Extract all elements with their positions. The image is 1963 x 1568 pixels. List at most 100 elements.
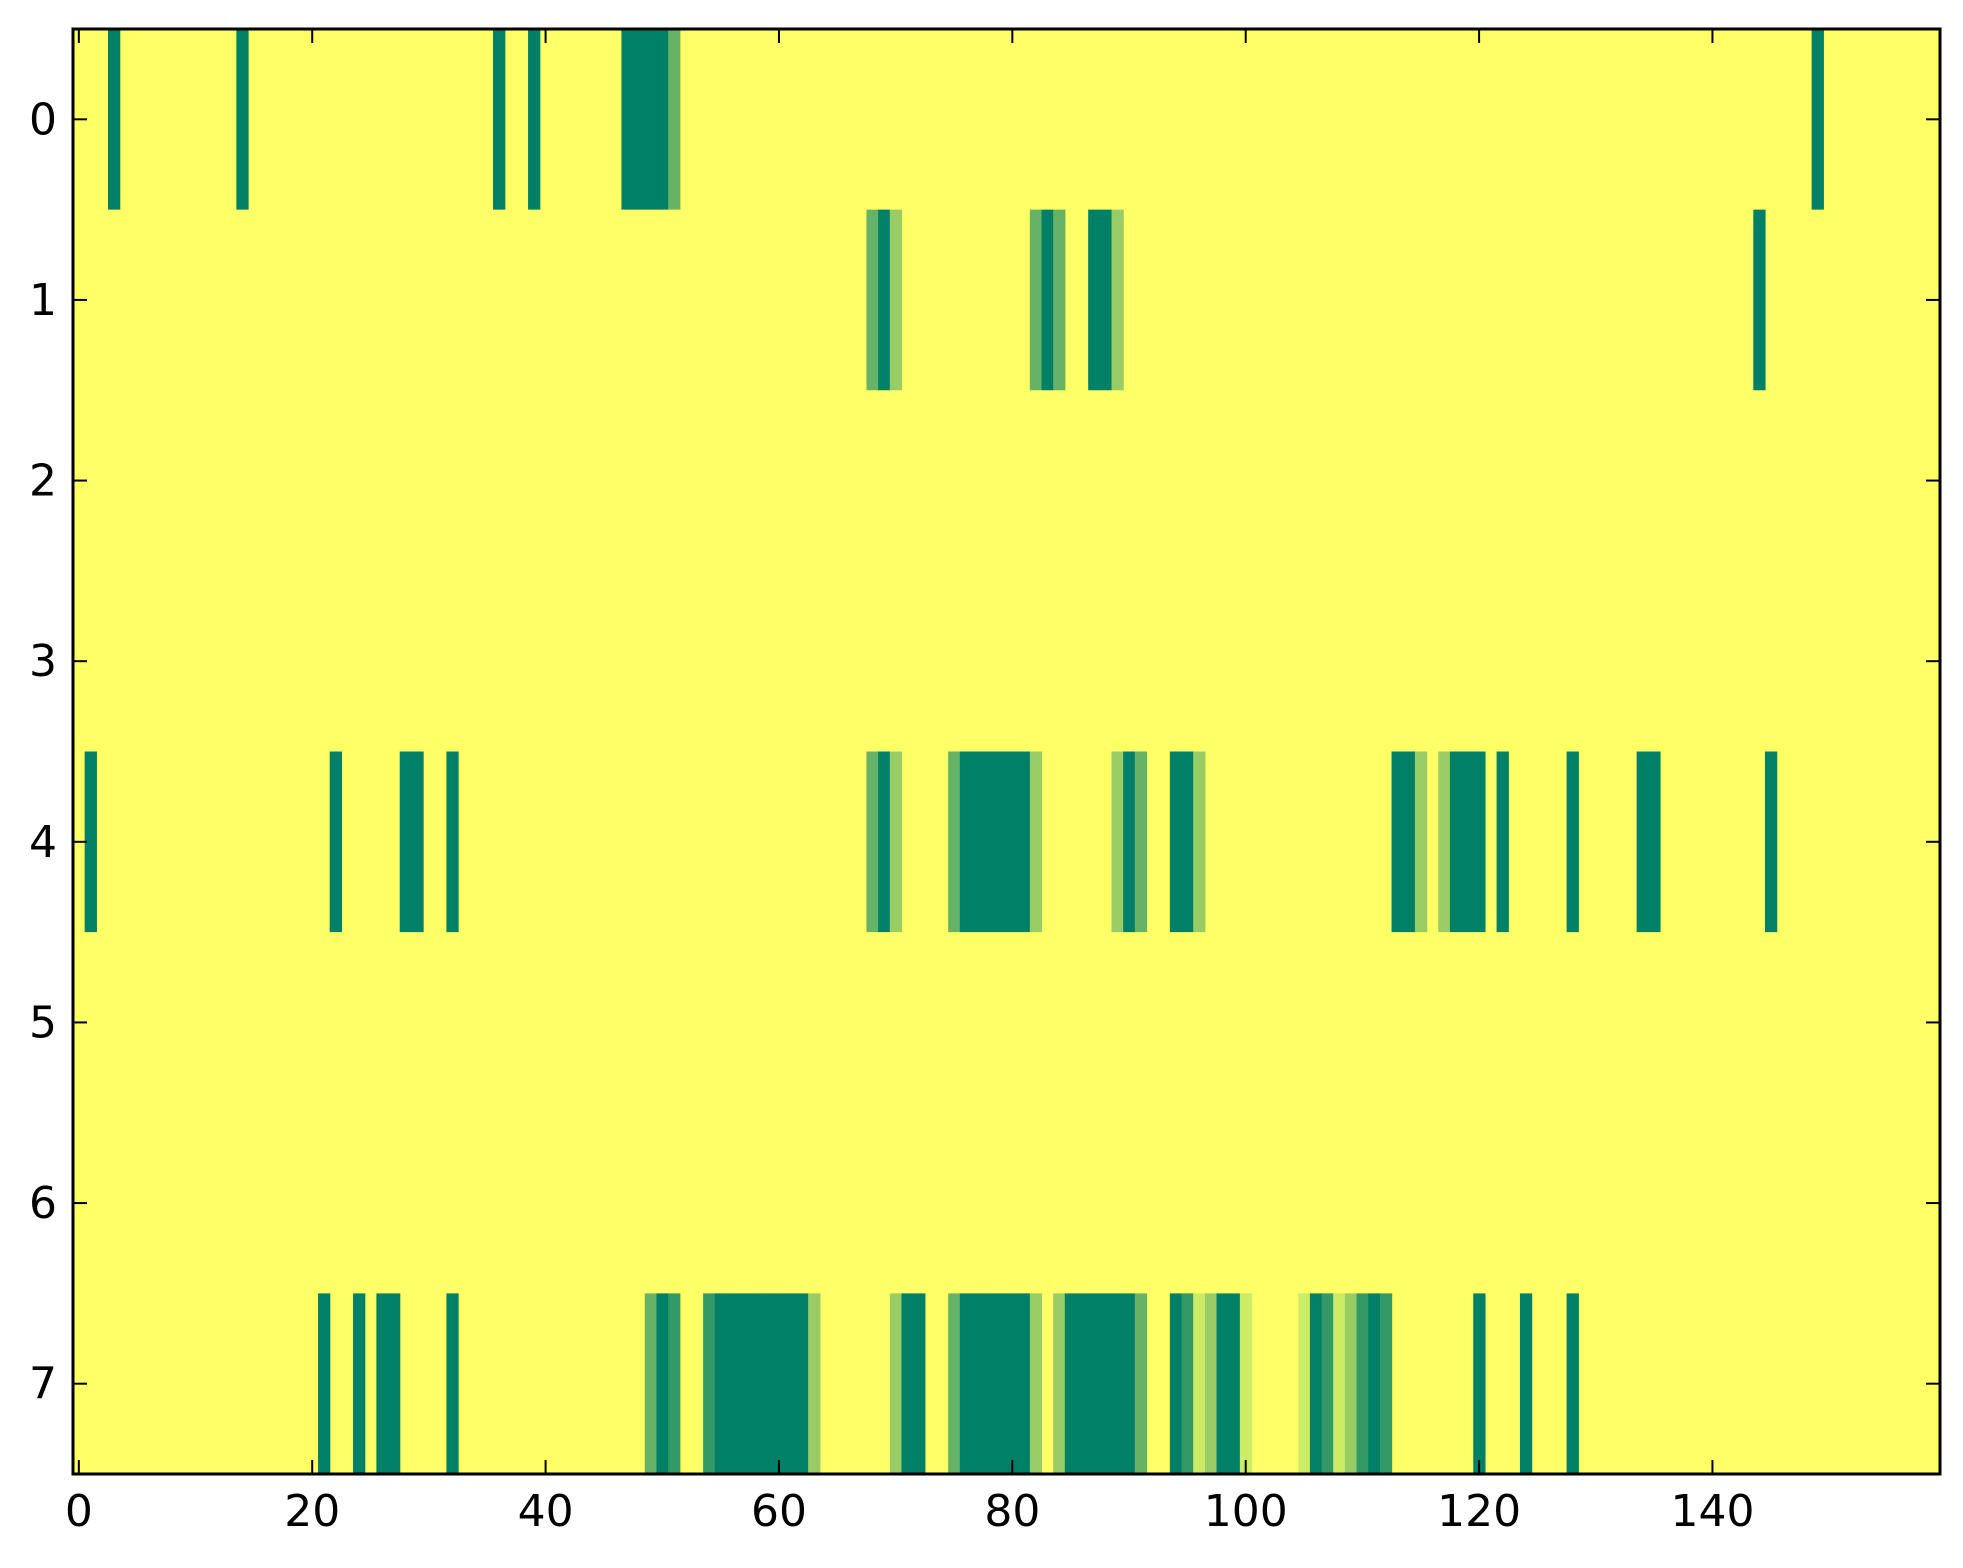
heatmap-cell — [1753, 209, 1766, 391]
heatmap-cells — [84, 29, 1824, 1474]
heatmap-cell — [1204, 1293, 1218, 1474]
heatmap-cell — [889, 751, 903, 933]
heatmap-cell — [84, 751, 97, 933]
heatmap-cell — [1356, 1293, 1369, 1474]
heatmap-cell — [1029, 751, 1043, 933]
x-tick-label: 40 — [518, 1486, 574, 1537]
heatmap-cell — [1193, 1293, 1206, 1474]
heatmap-cell — [983, 751, 996, 933]
heatmap-cell — [1391, 751, 1404, 933]
heatmap-cell — [1473, 1293, 1486, 1474]
heatmap-cell — [1006, 751, 1019, 933]
y-tick-label: 3 — [29, 636, 57, 687]
x-tick-label: 0 — [65, 1486, 93, 1537]
heatmap-cell — [994, 1293, 1008, 1474]
heatmap-cell — [1193, 751, 1206, 933]
heatmap-cell — [878, 209, 891, 391]
heatmap-cell — [1379, 751, 1393, 933]
heatmap-cell — [703, 1293, 716, 1474]
heatmap-cell — [446, 1293, 459, 1474]
heatmap-cell — [1029, 1293, 1043, 1474]
heatmap-cell — [749, 1293, 763, 1474]
heatmap-cell — [1368, 1293, 1381, 1474]
heatmap-cell — [1461, 751, 1474, 933]
heatmap-cell — [1566, 1293, 1579, 1474]
heatmap-cell — [1088, 209, 1101, 391]
x-tick-label: 60 — [751, 1486, 807, 1537]
heatmap-cell — [446, 751, 459, 933]
heatmap-cell — [866, 751, 879, 933]
heatmap-cell — [1134, 751, 1148, 933]
heatmap-cell — [889, 209, 903, 391]
heatmap-cell — [668, 29, 681, 210]
heatmap-cell — [1333, 1293, 1346, 1474]
heatmap-cell — [866, 209, 879, 391]
heatmap-cell — [1181, 751, 1194, 933]
heatmap-cell — [1006, 1293, 1019, 1474]
x-tick-label: 120 — [1437, 1486, 1521, 1537]
heatmap-cell — [1076, 1293, 1089, 1474]
heatmap-cell — [633, 29, 646, 210]
heatmap-cell — [959, 1293, 973, 1474]
heatmap-cell — [528, 29, 541, 210]
heatmap-cell — [1029, 209, 1043, 391]
heatmap-cell — [796, 1293, 809, 1474]
heatmap-cell — [1519, 1293, 1533, 1474]
y-tick-label: 1 — [29, 275, 57, 326]
heatmap-cell — [784, 1293, 798, 1474]
heatmap-cell — [1099, 1293, 1113, 1474]
heatmap-cell — [1088, 1293, 1101, 1474]
heatmap-cell — [1041, 209, 1054, 391]
heatmap-cell — [1438, 751, 1451, 933]
heatmap-cell — [1111, 1293, 1124, 1474]
x-axis-tick-labels: 0 20 40 60 80 100 120 140 — [65, 1486, 1755, 1537]
heatmap-cell — [1321, 1293, 1334, 1474]
heatmap-cell — [1496, 751, 1509, 933]
heatmap-cell — [971, 1293, 984, 1474]
heatmap-cell — [773, 1293, 786, 1474]
heatmap-cell — [1344, 1293, 1358, 1474]
heatmap-cell — [1298, 1293, 1311, 1474]
heatmap-cell — [878, 751, 891, 933]
heatmap-cell — [353, 1293, 366, 1474]
heatmap-cell — [971, 751, 984, 933]
plot-frame — [71, 27, 1942, 1476]
heatmap-cell — [1053, 209, 1066, 391]
heatmap-cell — [656, 29, 669, 210]
heatmap-cell — [1403, 751, 1416, 933]
y-tick-label: 4 — [29, 817, 57, 868]
heatmap-cell — [1228, 1293, 1241, 1474]
y-tick-label: 0 — [29, 94, 57, 145]
x-tick-label: 20 — [284, 1486, 340, 1537]
y-tick-label: 7 — [29, 1359, 57, 1410]
y-tick-label: 6 — [29, 1178, 57, 1229]
heatmap-cell — [411, 751, 424, 933]
heatmap-cell — [1449, 751, 1463, 933]
heatmap-cell — [1566, 751, 1579, 933]
heatmap-cell — [1764, 751, 1778, 933]
heatmap-cell — [644, 29, 658, 210]
heatmap-cell — [1123, 751, 1136, 933]
heatmap-cell — [236, 29, 249, 210]
heatmap-cell — [1111, 751, 1124, 933]
heatmap-cell — [726, 1293, 739, 1474]
heatmap-cell — [1123, 1293, 1136, 1474]
heatmap-cell — [318, 1293, 331, 1474]
heatmap-cell — [1636, 751, 1649, 933]
heatmap-cell — [1473, 751, 1486, 933]
heatmap-cell — [983, 1293, 996, 1474]
heatmap-cell — [1811, 29, 1824, 210]
x-tick-label: 80 — [984, 1486, 1040, 1537]
x-tick-label: 100 — [1204, 1486, 1288, 1537]
heatmap-cell — [901, 1293, 914, 1474]
heatmap-cell — [1414, 751, 1428, 933]
heatmap-cell — [1064, 1293, 1078, 1474]
heatmap-cell — [376, 1293, 389, 1474]
heatmap-cell — [1111, 209, 1124, 391]
heatmap-cell — [1169, 1293, 1183, 1474]
heatmap-cell — [1099, 209, 1113, 391]
heatmap-cell — [808, 1293, 821, 1474]
heatmap-cell — [1379, 1293, 1393, 1474]
heatmap-cell — [621, 29, 634, 210]
